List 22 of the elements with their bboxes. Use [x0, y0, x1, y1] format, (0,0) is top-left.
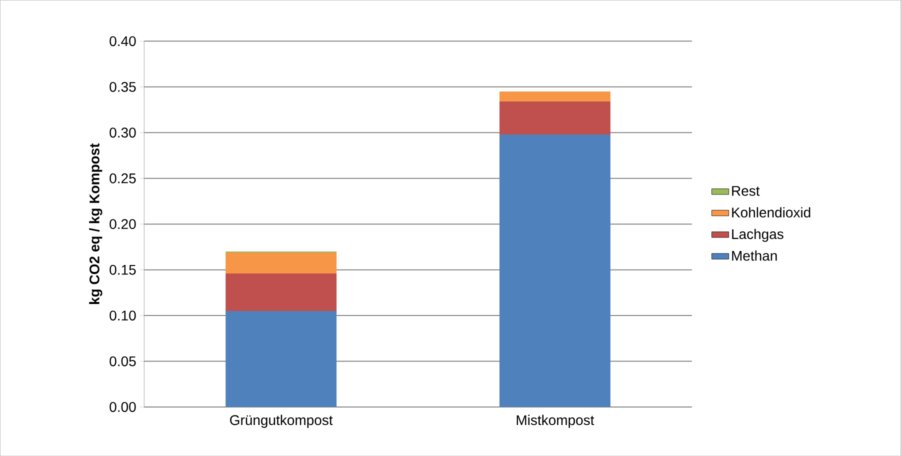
bar [499, 134, 610, 407]
bar [226, 310, 337, 407]
y-tick-label: 0.30 [110, 128, 136, 138]
bar [226, 252, 337, 274]
legend-label: Methan [732, 250, 777, 261]
y-tick-label: 0.35 [110, 82, 136, 92]
y-tick-label: 0.15 [110, 264, 136, 275]
y-axis-title: kg CO2 eq / kg Kompost [89, 143, 102, 304]
y-tick-label: 0.25 [110, 173, 136, 184]
bar [499, 101, 610, 134]
legend-label: Kohlendioxid [732, 207, 810, 218]
legend-label: Lachgas [732, 228, 784, 242]
y-tick-label: 0.10 [110, 310, 136, 320]
x-tick-label: Grüngutkompost [230, 414, 333, 428]
x-tick-label: Mistkompost [516, 414, 594, 428]
y-tick-label: 0.00 [110, 402, 136, 412]
y-tick-label: 0.05 [110, 356, 136, 366]
y-tick-label: 0.20 [110, 219, 136, 229]
bar [226, 273, 337, 311]
y-tick-label: 0.40 [110, 36, 136, 46]
legend-label: Rest [732, 186, 760, 196]
bar [499, 91, 610, 102]
